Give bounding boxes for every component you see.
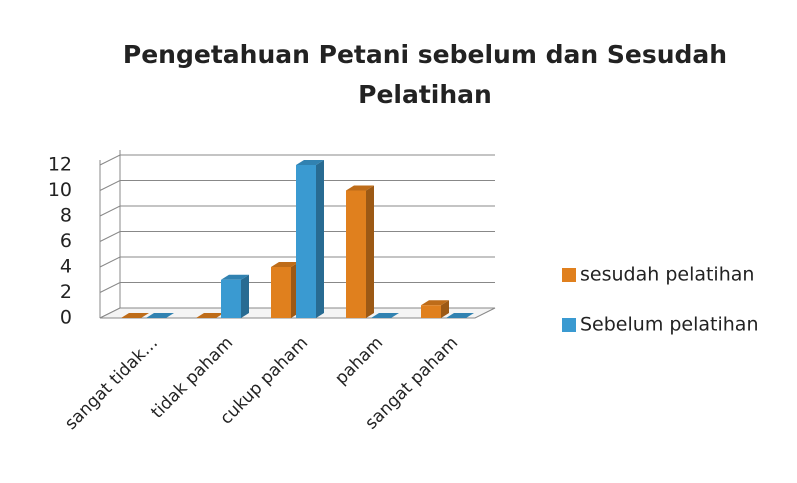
grid-line: [100, 155, 495, 165]
bar: [221, 280, 241, 318]
legend-label: Sebelum pelatihan: [580, 314, 759, 336]
x-tick-label: paham: [331, 333, 387, 389]
bar-side: [241, 275, 249, 318]
chart: 024681012sangat tidak…tidak pahamcukup p…: [0, 0, 797, 483]
page: Pengetahuan Petani sebelum dan Sesudah P…: [0, 0, 797, 483]
bar-side: [316, 160, 324, 318]
legend-swatch: [562, 318, 576, 332]
bar: [421, 305, 441, 318]
y-tick-label: 0: [60, 307, 72, 329]
y-tick-label: 4: [60, 256, 72, 278]
bar: [346, 191, 366, 319]
legend-label: sesudah pelatihan: [580, 264, 754, 286]
y-tick-label: 10: [48, 179, 72, 201]
y-tick-label: 12: [48, 154, 72, 176]
y-tick-label: 8: [60, 205, 72, 227]
legend-swatch: [562, 268, 576, 282]
x-tick-label: sangat tidak…: [61, 333, 162, 434]
bar-side: [366, 186, 374, 319]
bar: [296, 165, 316, 318]
bar: [271, 267, 291, 318]
y-tick-label: 2: [60, 281, 72, 303]
y-tick-label: 6: [60, 230, 72, 252]
